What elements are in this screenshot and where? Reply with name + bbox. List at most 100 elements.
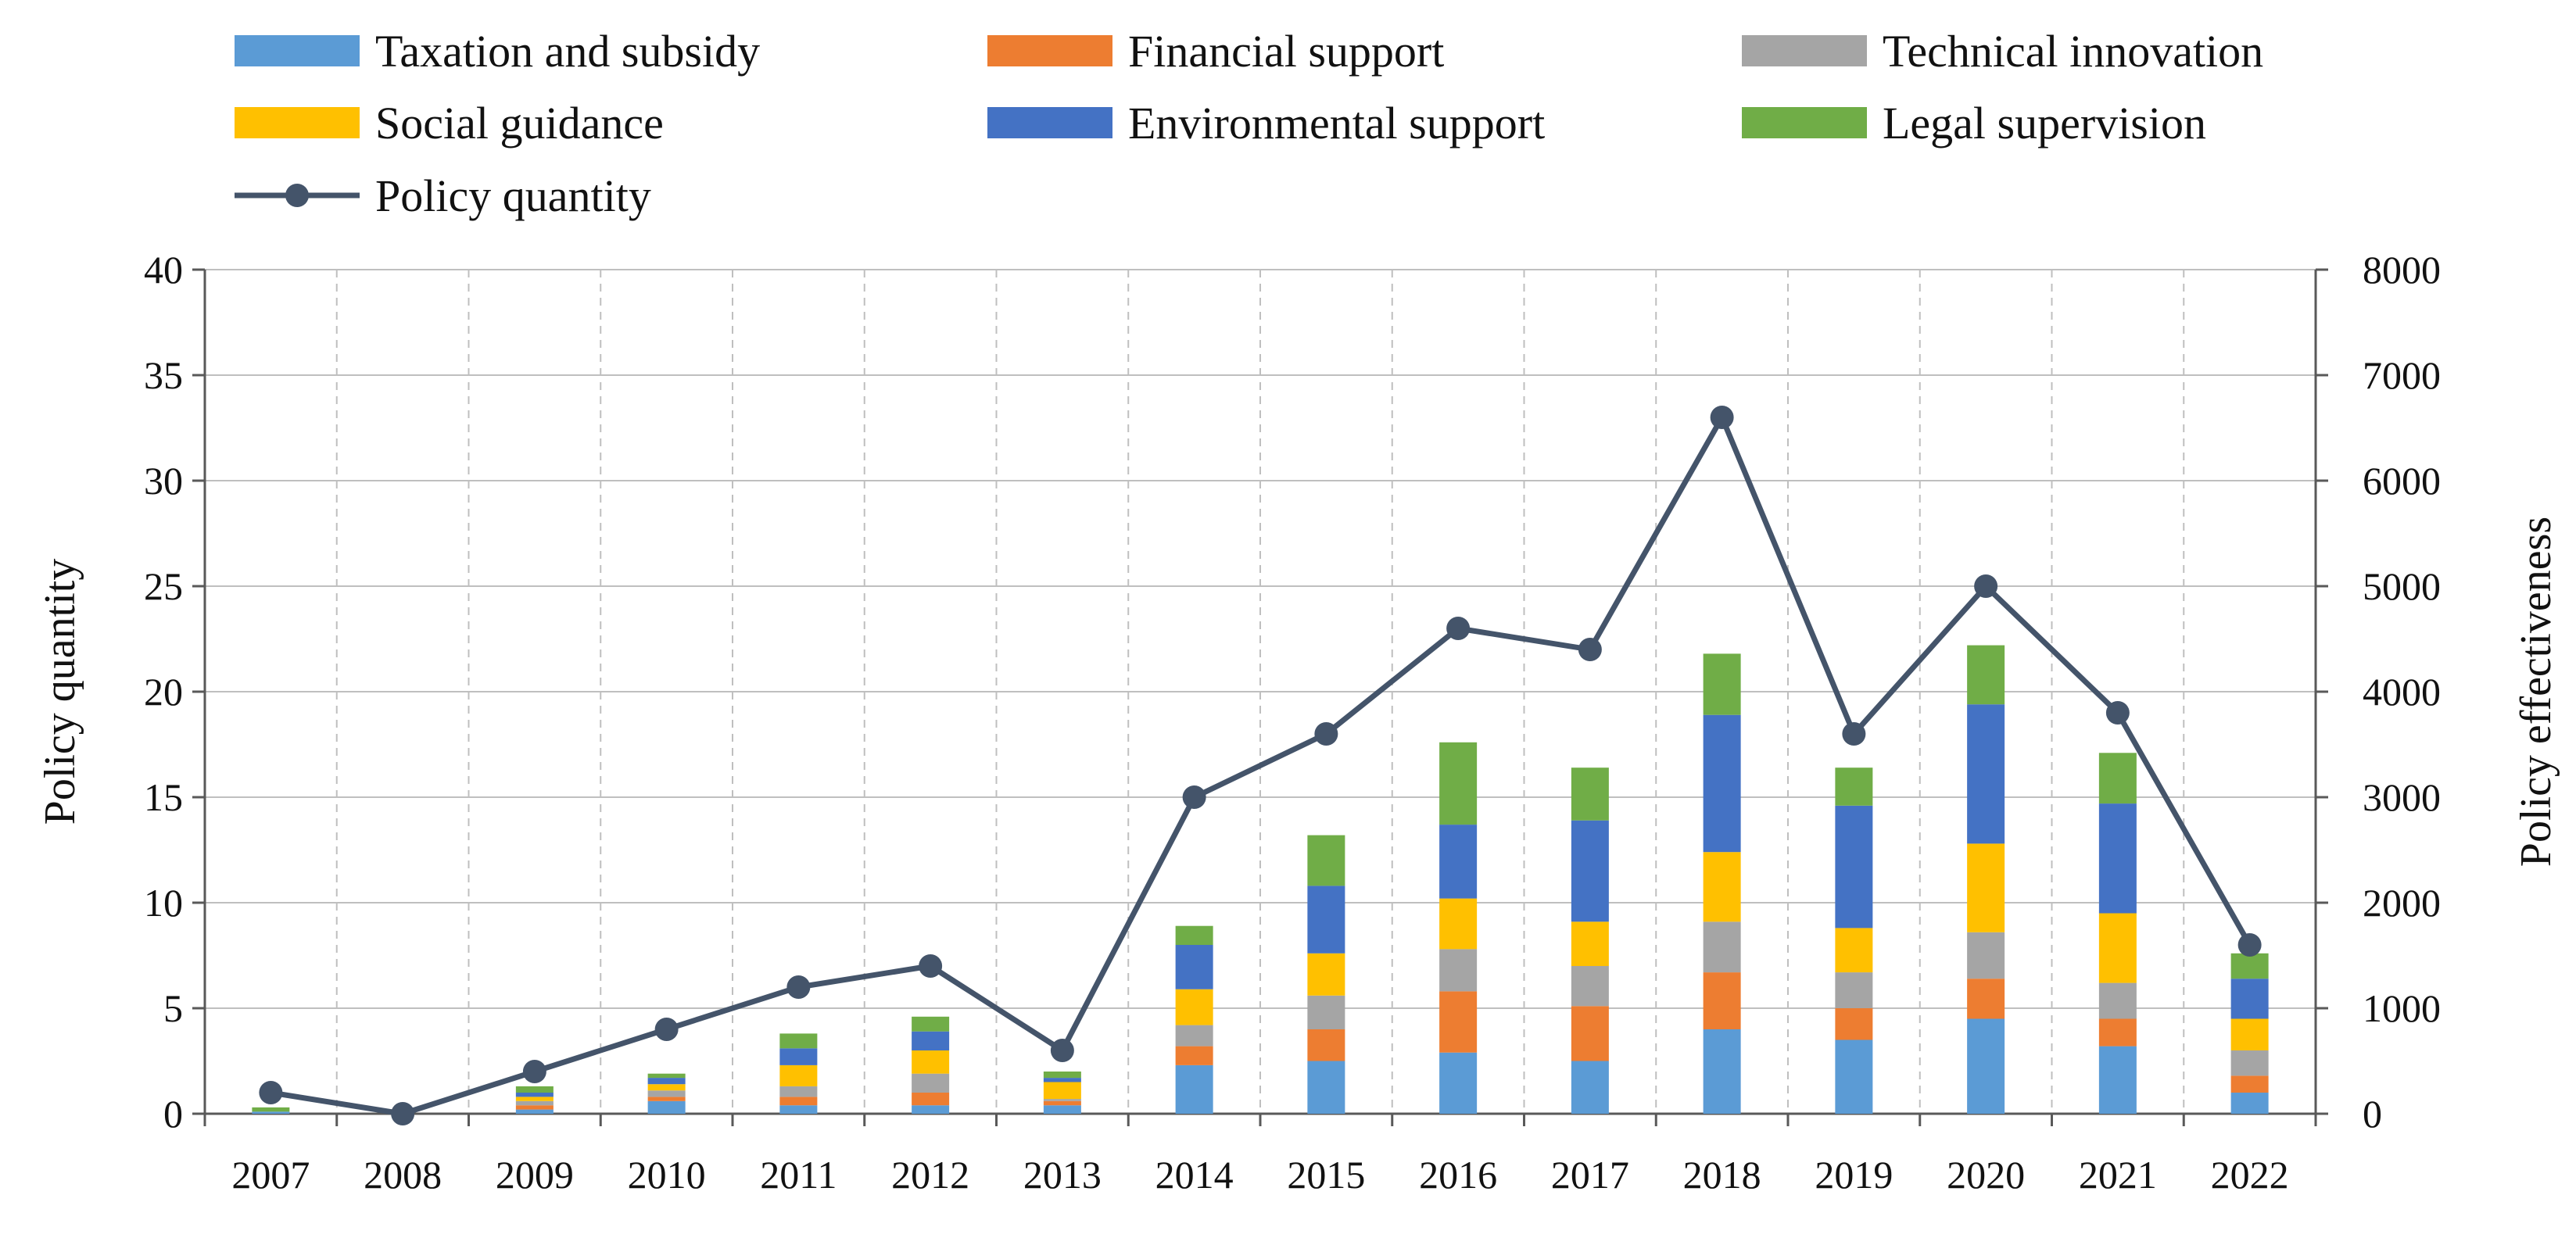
bar-segment-financial-support bbox=[1043, 1100, 1081, 1106]
bar-segment-technical-innovation bbox=[779, 1086, 818, 1097]
bar-segment-environmental-support bbox=[1967, 704, 2005, 844]
bar-segment-technical-innovation bbox=[1967, 932, 2005, 979]
x-tick-label: 2007 bbox=[231, 1153, 310, 1197]
y-tick-label-left: 40 bbox=[144, 248, 183, 292]
policy-quantity-marker bbox=[2105, 701, 2130, 725]
x-tick-label: 2014 bbox=[1155, 1153, 1234, 1197]
bar-segment-environmental-support bbox=[1571, 820, 1609, 922]
bar-segment-environmental-support bbox=[1175, 945, 1213, 989]
bar-segment-social-guidance bbox=[515, 1097, 554, 1101]
policy-quantity-marker bbox=[391, 1102, 415, 1125]
bar-segment-taxation-and-subsidy bbox=[1043, 1105, 1081, 1114]
bar-segment-legal-supervision bbox=[647, 1073, 686, 1079]
x-tick-label: 2010 bbox=[628, 1153, 706, 1197]
bar-segment-financial-support bbox=[1307, 1029, 1345, 1061]
bar-segment-technical-innovation bbox=[912, 1073, 950, 1093]
legend-label: Taxation and subsidy bbox=[375, 26, 760, 77]
y-tick-label-right: 1000 bbox=[2363, 986, 2441, 1030]
bar-segment-social-guidance bbox=[647, 1084, 686, 1091]
x-tick-label: 2008 bbox=[364, 1153, 442, 1197]
policy-quantity-line bbox=[270, 414, 2252, 1117]
bar-segment-taxation-and-subsidy bbox=[1439, 1052, 1478, 1114]
policy-quantity-marker bbox=[1842, 722, 1866, 746]
bar-segment-technical-innovation bbox=[515, 1100, 554, 1106]
policy-quantity-marker bbox=[1182, 785, 1206, 809]
bar-segment-social-guidance bbox=[1307, 953, 1345, 996]
policy-quantity-marker bbox=[1314, 722, 1338, 746]
bar-segment-social-guidance bbox=[1967, 843, 2005, 932]
x-tick-label: 2013 bbox=[1023, 1153, 1102, 1197]
bar-segment-environmental-support bbox=[647, 1078, 686, 1085]
bar-segment-taxation-and-subsidy bbox=[647, 1100, 686, 1114]
bar-segment-taxation-and-subsidy bbox=[1307, 1061, 1345, 1114]
policy-quantity-marker bbox=[259, 1081, 283, 1104]
legend-swatch-financial-support bbox=[987, 35, 1112, 66]
y-tick-label-left: 30 bbox=[144, 459, 183, 503]
bar-segment-social-guidance bbox=[1835, 928, 1873, 973]
y-tick-label-right: 3000 bbox=[2363, 775, 2441, 819]
x-tick-label: 2016 bbox=[1419, 1153, 1497, 1197]
x-tick-label: 2011 bbox=[760, 1153, 837, 1197]
bar-segment-taxation-and-subsidy bbox=[779, 1105, 818, 1114]
y-tick-label-left: 25 bbox=[144, 564, 183, 608]
legend-label: Policy quantity bbox=[375, 170, 651, 221]
x-tick-label: 2017 bbox=[1551, 1153, 1629, 1197]
bar-segment-financial-support bbox=[912, 1093, 950, 1106]
policy-quantity-marker bbox=[1974, 574, 1998, 598]
legend-label: Environmental support bbox=[1128, 98, 1545, 148]
bar-segment-environmental-support bbox=[1043, 1078, 1081, 1082]
bar-segment-legal-supervision bbox=[2098, 753, 2137, 804]
bar-segment-legal-supervision bbox=[2230, 953, 2269, 979]
legend-label: Social guidance bbox=[375, 98, 664, 148]
bar-segment-financial-support bbox=[1439, 991, 1478, 1053]
y-tick-label-left: 5 bbox=[163, 986, 183, 1030]
policy-quantity-marker bbox=[1710, 406, 1734, 429]
x-tick-label: 2018 bbox=[1683, 1153, 1761, 1197]
bar-segment-financial-support bbox=[1703, 972, 1741, 1029]
bar-segment-legal-supervision bbox=[1703, 653, 1741, 715]
bar-segment-legal-supervision bbox=[1043, 1072, 1081, 1079]
x-tick-label: 2020 bbox=[1947, 1153, 2025, 1197]
y-tick-label-left: 35 bbox=[144, 353, 183, 397]
bar-segment-taxation-and-subsidy bbox=[1703, 1029, 1741, 1114]
y-tick-label-left: 20 bbox=[144, 670, 183, 714]
bar-segment-social-guidance bbox=[1571, 921, 1609, 966]
legend-label: Legal supervision bbox=[1883, 98, 2206, 148]
bar-segment-legal-supervision bbox=[515, 1086, 554, 1093]
y-axis-title-left: Policy quantity bbox=[36, 559, 84, 825]
bar-segment-financial-support bbox=[1571, 1006, 1609, 1061]
y-tick-label-right: 7000 bbox=[2363, 353, 2441, 397]
bar-segment-social-guidance bbox=[1703, 852, 1741, 922]
bar-segment-financial-support bbox=[2098, 1018, 2137, 1047]
bar-segment-taxation-and-subsidy bbox=[1571, 1061, 1609, 1114]
bar-segment-technical-innovation bbox=[1571, 966, 1609, 1007]
bar-segment-financial-support bbox=[515, 1105, 554, 1110]
bar-segment-financial-support bbox=[1175, 1046, 1213, 1065]
bar-segment-environmental-support bbox=[2098, 803, 2137, 914]
bar-segment-financial-support bbox=[647, 1097, 686, 1101]
y-tick-label-right: 5000 bbox=[2363, 564, 2441, 608]
bar-segment-taxation-and-subsidy bbox=[2098, 1046, 2137, 1114]
bar-segment-legal-supervision bbox=[1967, 645, 2005, 705]
bar-segment-technical-innovation bbox=[2230, 1050, 2269, 1076]
bar-segment-environmental-support bbox=[1307, 886, 1345, 954]
bar-segment-taxation-and-subsidy bbox=[252, 1111, 290, 1114]
bar-segment-social-guidance bbox=[1439, 898, 1478, 950]
bar-segment-technical-innovation bbox=[1043, 1099, 1081, 1101]
bar-segment-legal-supervision bbox=[912, 1016, 950, 1032]
bar-segment-legal-supervision bbox=[1835, 767, 1873, 806]
y-tick-label-left: 0 bbox=[163, 1092, 183, 1136]
bar-segment-technical-innovation bbox=[1175, 1025, 1213, 1047]
bar-segment-legal-supervision bbox=[252, 1107, 290, 1112]
bar-segment-financial-support bbox=[779, 1097, 818, 1106]
bar-segment-technical-innovation bbox=[2098, 982, 2137, 1019]
bar-segment-legal-supervision bbox=[1571, 767, 1609, 821]
bar-segment-environmental-support bbox=[1439, 825, 1478, 899]
bar-segment-technical-innovation bbox=[1703, 921, 1741, 973]
y-tick-label-right: 2000 bbox=[2363, 881, 2441, 925]
bar-segment-environmental-support bbox=[2230, 979, 2269, 1019]
bar-segment-taxation-and-subsidy bbox=[1175, 1064, 1213, 1114]
policy-quantity-marker bbox=[919, 954, 943, 978]
